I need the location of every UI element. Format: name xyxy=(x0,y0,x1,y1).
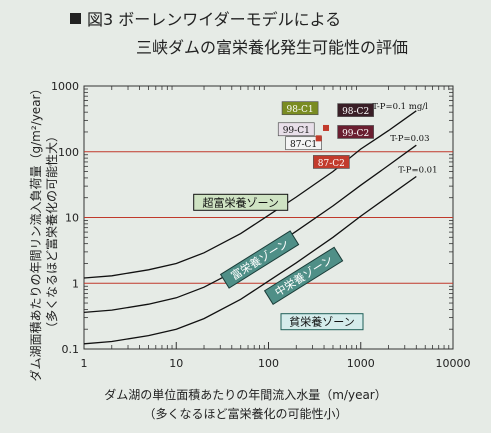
data-point-box xyxy=(281,101,319,116)
y-tick-label: 10 xyxy=(65,212,79,225)
data-point-box xyxy=(312,155,350,169)
zone-label-box xyxy=(263,246,344,306)
zone-label-box xyxy=(193,193,289,211)
data-point-label: 98-C1 xyxy=(287,105,314,115)
zone-label: 中栄養ゾーン xyxy=(272,253,335,300)
x-tick-label: 10 xyxy=(169,357,183,370)
data-point-box xyxy=(337,103,374,117)
curve-line xyxy=(83,110,417,279)
zone-label: 貧栄養ゾーン xyxy=(289,315,354,329)
y-tick-label: 0.1 xyxy=(62,343,80,356)
data-point-label: 87-C1 xyxy=(290,140,317,150)
curve-line xyxy=(83,144,417,314)
y-tick-label: 1 xyxy=(72,277,79,290)
chart-subtitle: 三峡ダムの富栄養化発生可能性の評価 xyxy=(136,38,409,57)
y-tick-label: 1000 xyxy=(51,80,79,93)
data-point-box xyxy=(277,122,315,137)
curve-line xyxy=(83,175,417,345)
zone-label-box xyxy=(219,230,300,289)
data-point-marker xyxy=(315,135,322,142)
data-point-label: 98-C2 xyxy=(342,107,369,117)
data-point-marker xyxy=(322,124,329,131)
zone-label-box xyxy=(280,313,364,331)
x-axis-label: ダム湖の単位面積あたりの年間流入水量（m/year） xyxy=(104,388,387,402)
x-tick-label: 100 xyxy=(258,357,279,370)
zone-label: 超富栄養ゾーン xyxy=(202,195,278,209)
zone-label-group: 超富栄養ゾーン xyxy=(193,193,289,211)
y-tick-label: 100 xyxy=(58,146,79,159)
curve-label: T-P=0.1 mg/l xyxy=(372,102,428,112)
square-bullet-icon xyxy=(70,13,81,24)
x-tick-label: 1000 xyxy=(347,357,375,370)
zone-label: 富栄養ゾーン xyxy=(228,236,291,283)
data-point-label: 99-C1 xyxy=(283,126,310,136)
chart-title: 図3 ボーレンワイダーモデルによる xyxy=(70,6,341,30)
chart-title-line1: 図3 ボーレンワイダーモデルによる xyxy=(87,10,342,29)
x-tick-label: 1 xyxy=(81,357,88,370)
x-tick-label: 10000 xyxy=(436,357,471,370)
data-point-label: 87-C2 xyxy=(318,159,345,169)
zone-label-group: 貧栄養ゾーン xyxy=(280,313,364,331)
curve-label: T-P=0.03 xyxy=(390,134,429,144)
x-axis-label-note: （多くなるほど富栄養化の可能性小） xyxy=(143,407,348,421)
data-point-box xyxy=(285,136,322,151)
data-point-label: 99-C2 xyxy=(342,129,369,139)
data-point-box xyxy=(337,125,374,139)
curve-label: T-P=0.01 xyxy=(398,166,437,176)
